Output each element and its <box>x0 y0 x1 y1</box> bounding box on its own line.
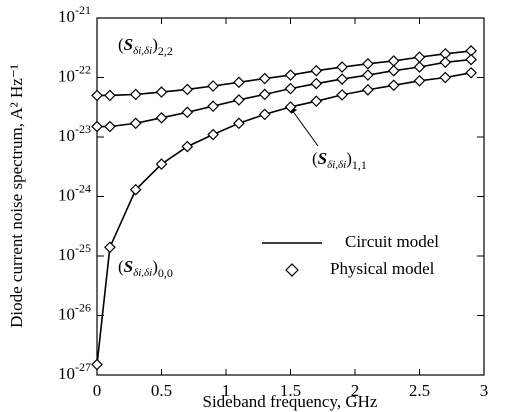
physical-model-point <box>439 56 452 69</box>
y-tick-label: 10-26 <box>58 300 91 323</box>
physical-model-point <box>129 183 142 196</box>
series-annotation: (Sδi,δi)0,0 <box>118 257 173 280</box>
physical-model-point <box>362 57 374 70</box>
physical-model-point <box>387 79 400 92</box>
y-tick-label: 10-23 <box>58 122 91 145</box>
circuit-model-line <box>97 50 472 97</box>
physical-model-point <box>336 73 348 85</box>
physical-model-point <box>91 358 103 371</box>
physical-model-point <box>465 53 477 66</box>
physical-model-point <box>207 80 219 92</box>
physical-model-point <box>181 83 194 96</box>
physical-model-point <box>104 120 116 133</box>
physical-model-point <box>91 89 103 102</box>
physical-model-point <box>284 101 297 113</box>
physical-model-point <box>336 61 348 73</box>
physical-model-point <box>439 71 452 84</box>
x-tick-label: 3 <box>480 381 489 400</box>
physical-model-point <box>310 77 323 90</box>
physical-model-point <box>387 64 400 77</box>
y-tick-label: 10-25 <box>58 241 91 264</box>
circuit-model-line <box>97 58 472 128</box>
physical-model-point <box>181 140 194 153</box>
physical-model-point <box>465 66 477 79</box>
y-axis-title: Diode current noise spectrum, A² Hz⁻¹ <box>7 64 26 328</box>
physical-model-point <box>387 55 400 67</box>
legend-label: Physical model <box>330 259 435 278</box>
x-tick-label: 0 <box>93 381 102 400</box>
physical-model-point <box>362 69 374 81</box>
physical-model-point <box>258 88 271 101</box>
y-tick-label: 10-27 <box>58 360 91 383</box>
physical-model-point <box>181 106 194 119</box>
physical-model-point <box>155 111 168 124</box>
physical-model-point <box>104 241 116 254</box>
physical-model-point <box>207 100 219 112</box>
physical-model-point <box>413 61 426 73</box>
physical-model-point <box>207 128 219 141</box>
y-tick-label: 10-24 <box>58 181 91 204</box>
y-tick-label: 10-21 <box>58 3 91 26</box>
legend-marker <box>285 263 299 277</box>
physical-model-point <box>284 69 297 81</box>
physical-model-point <box>129 88 142 101</box>
x-tick-label: 2 <box>351 381 360 400</box>
physical-model-point <box>284 82 297 95</box>
x-axis-title: Sideband frequency, GHz <box>203 392 378 411</box>
x-tick-label: 1 <box>222 381 231 400</box>
physical-model-point <box>155 86 168 98</box>
y-tick-label: 10-22 <box>58 62 91 85</box>
x-tick-label: 2.5 <box>409 381 430 400</box>
series-annotation: (Sδi,δi)1,1 <box>312 149 367 172</box>
physical-model-point <box>413 74 426 87</box>
physical-model-point <box>413 51 426 63</box>
physical-model-point <box>233 117 245 130</box>
physical-model-point <box>362 84 374 96</box>
physical-model-point <box>258 72 271 85</box>
annotation-arrow <box>291 109 319 147</box>
x-tick-label: 1.5 <box>280 381 301 400</box>
physical-model-point <box>129 117 142 130</box>
physical-model-point <box>91 120 103 133</box>
physical-model-point <box>310 64 323 77</box>
physical-model-point <box>104 89 116 102</box>
legend-label: Circuit model <box>345 232 439 251</box>
physical-model-point <box>155 158 168 170</box>
physical-model-point <box>336 89 348 101</box>
circuit-model-line <box>96 72 472 365</box>
physical-model-point <box>310 95 323 108</box>
physical-model-point <box>233 76 245 89</box>
physical-model-point <box>233 94 245 106</box>
x-tick-label: 0.5 <box>151 381 172 400</box>
series-annotation: (Sδi,δi)2,2 <box>118 35 173 58</box>
physical-model-point <box>258 108 271 121</box>
